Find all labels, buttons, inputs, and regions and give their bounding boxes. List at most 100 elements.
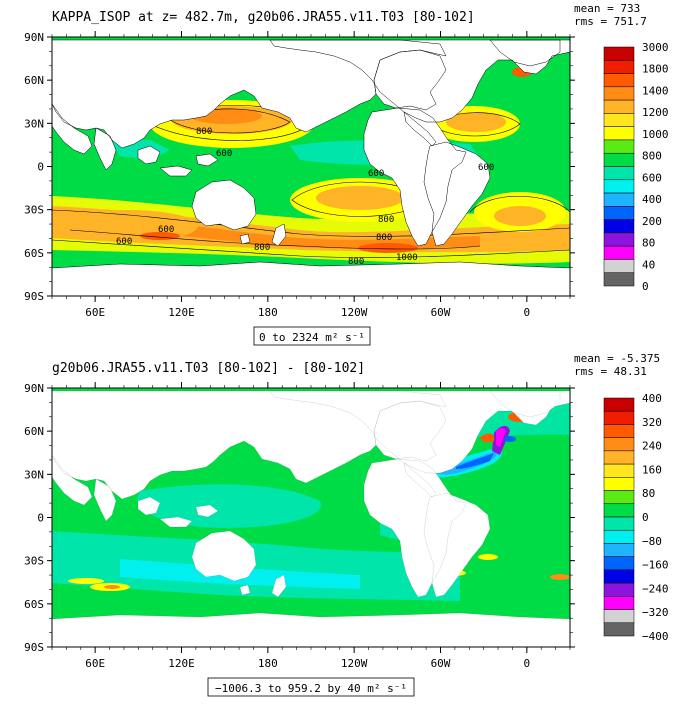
panel-2-range-box: [207, 677, 415, 697]
colorbar-swatch: [603, 397, 635, 412]
panel-2-rms: rms = 48.31: [574, 365, 647, 378]
lon-tick-label: 0: [524, 306, 531, 319]
colorbar-swatch: [603, 569, 635, 584]
colorbar-swatch: [603, 99, 635, 114]
colorbar-label: −400: [642, 630, 669, 643]
colorbar-swatch: [603, 179, 635, 194]
colorbar-swatch: [603, 245, 635, 260]
panel-1-mean: mean = 733: [574, 2, 640, 15]
colorbar-swatch: [603, 192, 635, 207]
colorbar-label: 200: [642, 215, 662, 228]
colorbar-swatch: [603, 477, 635, 491]
colorbar-swatch: [603, 437, 635, 452]
contour-label: 600: [158, 225, 174, 235]
lat-tick-label: 90N: [24, 382, 44, 395]
colorbar-label: 0: [642, 511, 649, 524]
panel-2-colorbar: 400 320 240 160 80 0 −80 −160 −240 −320 −400: [603, 392, 669, 643]
colorbar-swatch: [603, 516, 635, 531]
panel-1-range-label: 0 to 2324 m² s⁻¹: [259, 331, 365, 344]
colorbar-swatch: [603, 556, 635, 571]
colorbar-swatch: [603, 232, 635, 247]
colorbar-swatch: [603, 126, 635, 141]
colorbar-label: 40: [642, 258, 655, 271]
lon-tick-label: 120W: [341, 306, 368, 319]
contour-label: 600: [216, 149, 232, 159]
lat-tick-label: 90S: [24, 641, 44, 654]
colorbar-label: 0: [642, 280, 649, 293]
colorbar-swatch: [603, 450, 635, 465]
panel-2-map: [52, 388, 570, 647]
panel-2-title: g20b06.JRA55.v11.T03 [80-102] - [80-102]: [52, 361, 365, 376]
colorbar-swatch: [603, 152, 635, 167]
colorbar-swatch: [603, 529, 635, 544]
lon-tick-label: 120E: [168, 657, 195, 670]
panel-2: g20b06.JRA55.v11.T03 [80-102] - [80-102]…: [24, 352, 669, 697]
colorbar-swatch: [603, 490, 635, 505]
lon-tick-label: 120W: [341, 657, 368, 670]
lon-tick-label: 60E: [85, 306, 105, 319]
lat-tick-label: 90S: [24, 290, 44, 303]
colorbar-label: 600: [642, 171, 662, 184]
colorbar-label: −80: [642, 535, 662, 548]
lat-tick-label: 60S: [24, 247, 44, 260]
colorbar-swatch: [603, 113, 635, 127]
lon-tick-label: 120E: [168, 306, 195, 319]
lon-tick-label: 60E: [85, 657, 105, 670]
colorbar-label: 320: [642, 416, 662, 429]
lat-tick-label: 60N: [24, 74, 44, 87]
contour-label: 1000: [396, 253, 418, 263]
lat-tick-label: 60S: [24, 598, 44, 611]
colorbar-swatch: [603, 424, 635, 438]
lon-tick-label: 180: [258, 657, 278, 670]
panel-2-range-label: −1006.3 to 959.2 by 40 m² s⁻¹: [215, 682, 407, 695]
contour-label: 800: [378, 215, 394, 225]
lon-tick-label: 0: [524, 657, 531, 670]
colorbar-swatch: [603, 543, 635, 557]
lat-tick-label: 60N: [24, 425, 44, 438]
colorbar-swatch: [603, 259, 635, 273]
contour-label: 600: [368, 169, 384, 179]
colorbar-swatch: [603, 86, 635, 101]
lat-tick-label: 0: [37, 161, 44, 174]
colorbar-swatch: [603, 219, 635, 234]
colorbar-label: 1400: [642, 84, 669, 97]
contour-label: 800: [196, 127, 212, 137]
colorbar-swatch: [603, 609, 635, 624]
panel-1-range-box: [253, 326, 371, 346]
colorbar-label: 80: [642, 237, 655, 250]
colorbar-label: 1800: [642, 63, 669, 76]
colorbar-swatch: [603, 410, 635, 425]
colorbar-swatch: [603, 73, 635, 88]
lon-tick-label: 180: [258, 306, 278, 319]
colorbar-label: 800: [642, 150, 662, 163]
panel-1: KAPPA_ISOP at z= 482.7m, g20b06.JRA55.v1…: [24, 2, 669, 346]
panel-1-map: 800 600 600 800 800 800 1000 800 600 600…: [52, 37, 570, 296]
colorbar-swatch: [603, 139, 635, 154]
lon-tick-label: 60W: [431, 657, 451, 670]
lat-tick-label: 30N: [24, 468, 44, 481]
colorbar-swatch: [603, 60, 635, 74]
lat-tick-label: 0: [37, 512, 44, 525]
colorbar-swatch: [603, 206, 635, 220]
colorbar-swatch: [603, 596, 635, 610]
colorbar-label: 3000: [642, 41, 669, 54]
panel-1-axes: 90N 60N 30N 0 30S 60S 90S 60E 120E 180 120W 60W 0: [24, 31, 575, 319]
colorbar-label: 400: [642, 193, 662, 206]
contour-label: 800: [376, 233, 392, 243]
lon-tick-label: 60W: [431, 306, 451, 319]
colorbar-label: −240: [642, 582, 669, 595]
panel-1-rms: rms = 751.7: [574, 15, 647, 28]
lat-tick-label: 30S: [24, 555, 44, 568]
colorbar-label: −320: [642, 606, 669, 619]
colorbar-label: 1000: [642, 128, 669, 141]
colorbar-swatch: [603, 463, 635, 478]
colorbar-swatch: [603, 46, 635, 61]
colorbar-swatch: [603, 622, 635, 637]
contour-label: 800: [348, 257, 364, 267]
panel-1-title: KAPPA_ISOP at z= 482.7m, g20b06.JRA55.v1…: [52, 10, 475, 25]
lat-tick-label: 30S: [24, 204, 44, 217]
contour-label: 600: [478, 163, 494, 173]
colorbar-swatch: [603, 582, 635, 597]
